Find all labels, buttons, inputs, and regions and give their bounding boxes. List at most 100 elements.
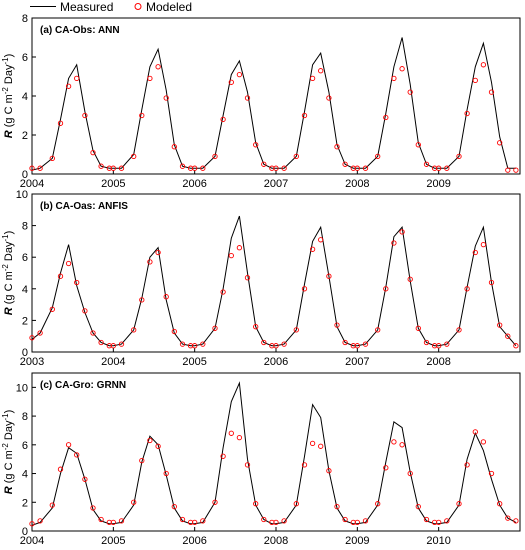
y-axis-label: R (g C m-2 Day-1) <box>1 410 15 495</box>
modeled-point <box>342 161 348 167</box>
modeled-point <box>309 75 316 82</box>
modeled-point <box>212 325 218 331</box>
modeled-point <box>82 112 88 119</box>
modeled-point <box>273 165 279 171</box>
modeled-point <box>293 327 299 333</box>
y-tick-label: 6 <box>22 440 28 452</box>
modeled-point <box>118 165 125 171</box>
modeled-point <box>318 68 324 74</box>
modeled-point <box>179 163 186 169</box>
modeled-point <box>497 140 503 146</box>
modeled-point <box>505 333 511 339</box>
panel-title: (b) CA-Oas: ANFIS <box>40 201 128 212</box>
modeled-point <box>375 501 381 507</box>
modeled-point <box>49 306 55 312</box>
modeled-point <box>228 252 234 259</box>
modeled-point <box>220 116 226 123</box>
modeled-point <box>147 259 153 265</box>
plot-frame <box>31 17 521 175</box>
x-tick-label: 2010 <box>426 535 450 547</box>
y-tick-label: 6 <box>22 252 28 264</box>
modeled-point <box>29 521 35 527</box>
y-tick-label: 0 <box>22 526 28 538</box>
modeled-point <box>326 95 332 101</box>
modeled-point <box>29 165 35 171</box>
chart-panel-a: 0 2 4 6 8 2004 2005 2006 2007 2008 2009 (a) CA-Obs:… <box>1 13 521 190</box>
modeled-point <box>318 443 324 449</box>
modeled-point <box>65 442 72 448</box>
modeled-point <box>472 429 478 435</box>
modeled-point <box>118 518 125 524</box>
modeled-point <box>399 66 405 72</box>
panel-title: (a) CA-Obs: ANN <box>40 25 120 36</box>
modeled-point <box>318 237 324 243</box>
y-tick-label: 0 <box>22 169 28 181</box>
x-tick-label: 2006 <box>182 535 206 547</box>
modeled-point <box>65 260 72 267</box>
modeled-point <box>342 339 348 346</box>
modeled-point <box>488 470 495 477</box>
modeled-point <box>57 466 64 472</box>
modeled-point <box>139 297 145 303</box>
modeled-point <box>391 240 397 246</box>
modeled-point <box>375 327 381 333</box>
x-tick-label: 2008 <box>264 535 288 547</box>
modeled-point <box>228 79 234 85</box>
x-tick-label: 2005 <box>101 535 125 547</box>
modeled-point <box>383 465 389 471</box>
modeled-point <box>163 470 169 477</box>
modeled-point <box>423 161 430 167</box>
modeled-point <box>436 165 442 171</box>
modeled-point <box>415 503 421 510</box>
modeled-point <box>37 330 43 336</box>
modeled-point <box>362 165 369 171</box>
modeled-point <box>391 439 397 445</box>
modeled-point <box>236 245 243 251</box>
modeled-point <box>74 452 80 458</box>
modeled-point <box>415 142 421 148</box>
modeled-point <box>90 330 96 336</box>
modeled-point <box>179 341 186 347</box>
modeled-point <box>399 442 405 448</box>
modeled-point <box>253 142 259 148</box>
panel-title: (c) CA-Gro: GRNN <box>40 380 126 391</box>
modeled-point <box>200 518 206 524</box>
modeled-point <box>488 89 495 95</box>
modeled-point <box>236 434 243 441</box>
modeled-point <box>436 519 442 526</box>
modeled-point <box>334 322 340 328</box>
modeled-point <box>212 153 218 160</box>
modeled-point <box>444 518 450 524</box>
modeled-point <box>244 275 251 281</box>
modeled-point <box>82 308 88 314</box>
modeled-point <box>163 294 169 300</box>
modeled-point <box>49 502 55 508</box>
modeled-point <box>74 75 80 82</box>
x-tick-label: 2004 <box>20 178 44 190</box>
modeled-point <box>407 470 413 477</box>
plot-frame <box>31 193 521 353</box>
modeled-point <box>309 246 316 252</box>
modeled-point <box>192 519 198 526</box>
modeled-point <box>423 516 430 523</box>
x-tick-label: 2009 <box>345 535 369 547</box>
modeled-point <box>273 343 279 349</box>
modeled-point <box>37 518 43 524</box>
modeled-point <box>281 518 287 524</box>
modeled-point <box>244 462 251 468</box>
modeled-point <box>220 453 226 459</box>
modeled-point <box>480 439 487 445</box>
modeled-point <box>90 149 96 156</box>
modeled-point <box>505 515 511 521</box>
modeled-point <box>171 328 177 335</box>
modeled-point <box>65 83 72 89</box>
x-tick-label: 2004 <box>20 535 44 547</box>
modeled-point <box>513 343 519 349</box>
modeled-point <box>139 457 145 464</box>
modeled-point <box>74 279 80 286</box>
modeled-point <box>212 499 218 505</box>
modeled-point <box>244 95 251 101</box>
modeled-point <box>171 144 177 150</box>
modeled-point <box>155 443 161 449</box>
